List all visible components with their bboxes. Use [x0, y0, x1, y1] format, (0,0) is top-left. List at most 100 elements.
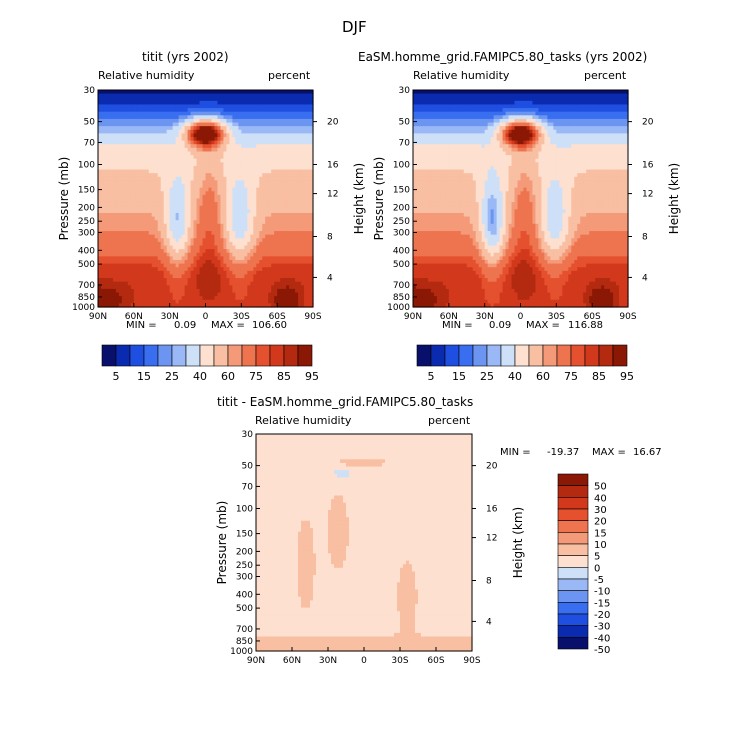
heatmap-cell	[196, 220, 201, 225]
heatmap-cell	[283, 104, 287, 109]
heatmap-cell	[109, 144, 114, 149]
heatmap-cell	[214, 285, 219, 290]
heatmap-cell	[199, 209, 204, 214]
heatmap-cell	[154, 274, 159, 279]
heatmap-cell	[271, 259, 275, 265]
heatmap-cell	[172, 292, 177, 297]
heatmap-cell	[154, 292, 159, 297]
heatmap-cell	[229, 216, 233, 221]
heatmap-cell	[160, 126, 165, 131]
heatmap-cell	[112, 158, 117, 163]
heatmap-cell	[106, 115, 111, 120]
heatmap-cell	[190, 205, 195, 210]
heatmap-cell	[127, 249, 132, 254]
heatmap-cell	[265, 187, 269, 192]
heatmap-cell	[277, 270, 281, 276]
heatmap-cell	[247, 100, 251, 106]
heatmap-cell	[208, 129, 213, 134]
heatmap-cell	[268, 184, 272, 189]
heatmap-cell	[163, 180, 168, 185]
panel3-min-label: MIN =	[500, 447, 531, 458]
heatmap-cell	[223, 270, 228, 276]
heatmap-cell	[298, 111, 302, 116]
heatmap-cell	[298, 223, 302, 229]
heatmap-cell	[226, 133, 230, 138]
heatmap-cell	[304, 220, 308, 225]
heatmap-cell	[199, 288, 204, 294]
heatmap-cell	[229, 267, 233, 272]
heatmap-cell	[238, 288, 242, 294]
heatmap-cell	[109, 151, 114, 156]
heatmap-cell	[151, 205, 156, 210]
heatmap-cell	[256, 241, 260, 247]
heatmap-cell	[235, 111, 239, 116]
heatmap-cell	[166, 122, 171, 127]
heatmap-cell	[256, 198, 260, 203]
heatmap-cell	[214, 122, 219, 127]
heatmap-cell	[148, 122, 153, 127]
heatmap-cell	[205, 205, 210, 210]
heatmap-cell	[166, 281, 171, 286]
heatmap-cell	[274, 194, 278, 200]
heatmap-cell	[181, 245, 186, 250]
heatmap-cell	[106, 173, 111, 178]
heatmap-cell	[136, 288, 141, 294]
heatmap-cell	[202, 227, 207, 232]
heatmap-cell	[226, 249, 230, 254]
heatmap-cell	[130, 115, 135, 120]
heatmap-cell	[187, 278, 192, 283]
heatmap-cell	[229, 104, 233, 109]
heatmap-cell	[163, 140, 168, 145]
heatmap-cell	[175, 118, 180, 124]
heatmap-cell	[277, 223, 281, 229]
heatmap-cell	[115, 169, 120, 174]
heatmap-cell	[127, 263, 132, 268]
heatmap-cell	[133, 202, 138, 207]
heatmap-cell	[190, 209, 195, 214]
y-tick-label: 300	[78, 228, 95, 238]
heatmap-cell	[241, 256, 245, 261]
heatmap-cell	[283, 202, 287, 207]
heatmap-cell	[184, 216, 189, 221]
heatmap-cell	[199, 241, 204, 247]
heatmap-cell	[142, 270, 147, 276]
heatmap-cell	[157, 126, 162, 131]
heatmap-cell	[118, 278, 123, 283]
heatmap-cell	[118, 220, 123, 225]
heatmap-cell	[262, 158, 266, 163]
heatmap-cell	[130, 245, 135, 250]
heatmap-cell	[202, 238, 207, 243]
heatmap-cell	[262, 118, 266, 124]
heatmap-cell	[118, 180, 123, 185]
heatmap-cell	[256, 288, 260, 294]
heatmap-cell	[238, 285, 242, 290]
heatmap-cell	[133, 288, 138, 294]
heatmap-cell	[199, 202, 204, 207]
heatmap-cell	[160, 223, 165, 229]
heatmap-cell	[163, 198, 168, 203]
heatmap-cell	[235, 274, 239, 279]
heatmap-cell	[295, 205, 299, 210]
heatmap-cell	[130, 97, 135, 102]
heatmap-cell	[205, 180, 210, 185]
heatmap-cell	[220, 151, 225, 156]
heatmap-cell	[307, 144, 311, 149]
heatmap-cell	[130, 249, 135, 254]
heatmap-cell	[112, 126, 117, 131]
heatmap-cell	[235, 267, 239, 272]
heatmap-cell	[163, 278, 168, 283]
heatmap-cell	[133, 126, 138, 131]
heatmap-cell	[115, 111, 120, 116]
heatmap-cell	[235, 104, 239, 109]
heatmap-cell	[98, 256, 102, 261]
heatmap-cell	[223, 93, 228, 98]
heatmap-cell	[214, 187, 219, 192]
heatmap-cell	[130, 227, 135, 232]
heatmap-cell	[289, 292, 293, 297]
heatmap-cell	[157, 263, 162, 268]
heatmap-cell	[193, 216, 198, 221]
heatmap-cell	[106, 227, 111, 232]
heatmap-cell	[124, 147, 129, 153]
heatmap-cell	[238, 180, 242, 185]
heatmap-cell	[148, 234, 153, 239]
